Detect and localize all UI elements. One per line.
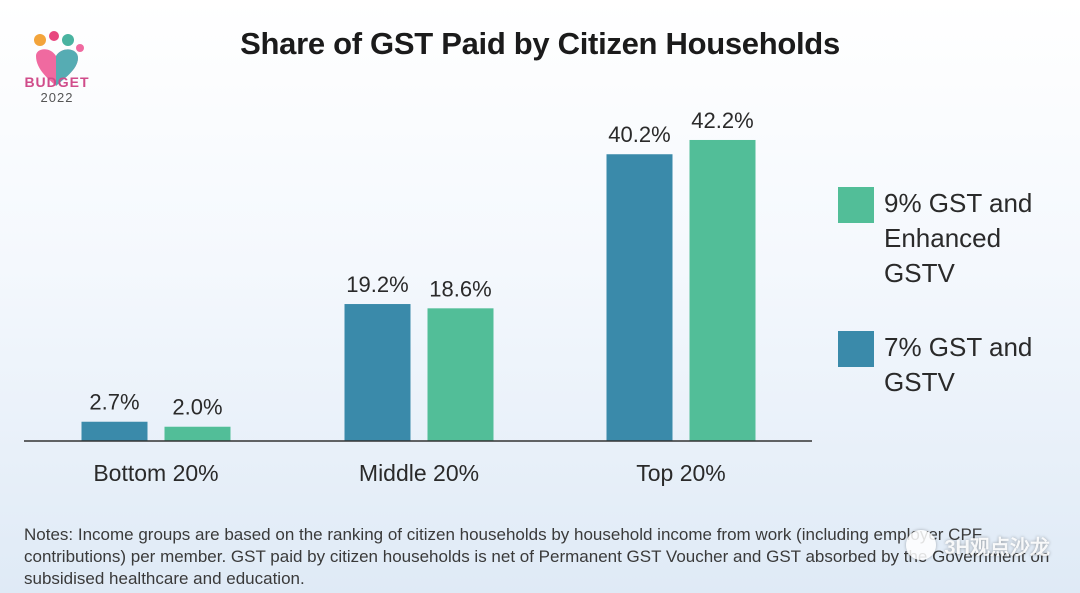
chart-notes: Notes: Income groups are based on the ra… [24,525,1050,588]
logo-year: 2022 [40,90,74,105]
watermark-text: 3H观点沙龙 [944,536,1050,559]
legend-label-gstv: 7% GST and GSTV [884,332,1033,397]
data-label-enhanced-gstv-0: 2.0% [172,395,222,420]
category-label-2: Top 20% [636,460,726,486]
legend-swatch-green [838,187,874,223]
category-label-0: Bottom 20% [93,460,218,486]
budget-2022-logo [34,31,84,86]
legend-item-gstv: 7% GST and GSTV [838,330,1064,400]
category-label-1: Middle 20% [359,460,479,486]
data-label-gstv-2: 40.2% [608,122,670,147]
wechat-icon [906,530,937,560]
bar-gstv-1 [344,304,411,441]
bar-enhanced-gstv-0 [164,426,231,441]
bar-gstv-0 [81,421,148,441]
bar-enhanced-gstv-2 [689,139,756,441]
legend-swatch-blue [838,331,874,367]
logo-word: BUDGET [24,74,90,90]
legend-label-enhanced-gstv: 9% GST and Enhanced GSTV [884,188,1033,288]
bar-gstv-2 [606,154,673,442]
bar-chart: 2.7% 2.0% Bottom 20% 19.2% 18.6% Middle 20% 40… [24,108,812,486]
data-label-gstv-1: 19.2% [346,272,408,297]
legend-item-enhanced-gstv: 9% GST and Enhanced GSTV [838,186,1064,291]
data-label-enhanced-gstv-1: 18.6% [429,276,491,301]
bar-enhanced-gstv-1 [427,308,494,441]
page-title: Share of GST Paid by Citizen Households [240,26,840,61]
watermark: 3H观点沙龙 [906,530,1050,560]
data-label-enhanced-gstv-2: 42.2% [691,108,753,133]
data-label-gstv-0: 2.7% [89,390,139,415]
